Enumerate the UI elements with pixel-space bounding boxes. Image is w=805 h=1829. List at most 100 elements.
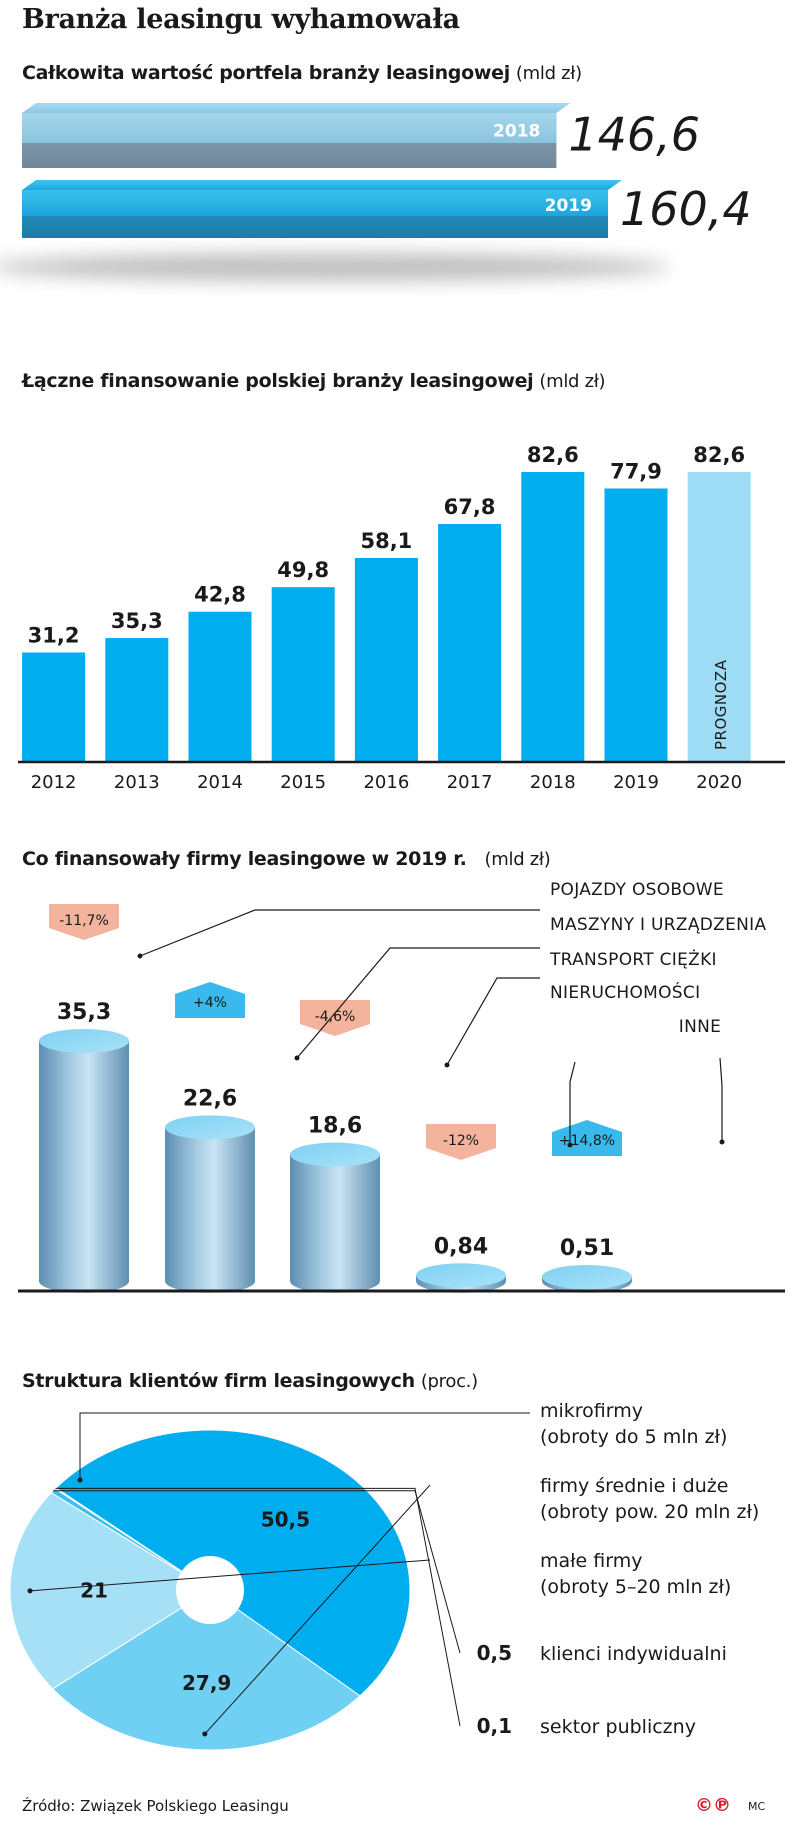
pie-value-3: 21	[80, 1579, 108, 1603]
sectors-title: Co finansowały firmy leasingowe w 2019 r…	[22, 848, 551, 870]
portfolio-chart: 2018 146,6 2019 160,4	[0, 103, 752, 281]
sector-label-3: TRANSPORT CIĘŻKI	[549, 949, 717, 970]
financing-title: Łączne finansowanie polskiej branży leas…	[22, 370, 606, 392]
financing-value-label-2020: 82,6	[693, 443, 745, 467]
pie-leader-3	[29, 1559, 431, 1592]
pie-legend-detail-1: (obroty do 5 mln zł)	[540, 1426, 727, 1448]
sector-change-badge-3	[300, 1000, 370, 1036]
pie-legend-name-4: klienci indywidualni	[540, 1643, 727, 1665]
financing-value-label-2017: 67,8	[444, 495, 496, 519]
sector-leader-dot-1	[137, 953, 143, 959]
sector-label-4: NIERUCHOMOŚCI	[550, 981, 700, 1003]
sector-leader-3	[446, 977, 540, 1066]
clients-unit: (proc.)	[420, 1371, 478, 1392]
financing-year-label-2020: 2020	[696, 772, 742, 793]
financing-year-label-2016: 2016	[363, 772, 409, 793]
clients-title: Struktura klientów firm leasingowych (pro…	[22, 1370, 478, 1392]
source-note: Źródło: Związek Polskiego Leasingu	[22, 1797, 289, 1815]
portfolio-year-label-2018: 2018	[493, 121, 540, 141]
financing-year-label-2015: 2015	[280, 772, 326, 793]
sector-cylinder-1	[39, 1041, 129, 1293]
sector-label-2: MASZYNY I URZĄDZENIA	[550, 915, 766, 935]
pie-leader-dot-3	[27, 1588, 33, 1594]
financing-value-label-2015: 49,8	[277, 558, 329, 582]
sector-leader-dot-5	[719, 1139, 725, 1145]
financing-year-label-2018: 2018	[530, 772, 576, 793]
portfolio-value-label-2019: 160,4	[620, 182, 752, 236]
pie-leader-5	[55, 1487, 461, 1727]
portfolio-title: Całkowita wartość portfela branży leasin…	[22, 62, 582, 84]
sector-value-4: 0,84	[434, 1234, 488, 1259]
pie-leader-1	[79, 1412, 530, 1480]
sector-leader-dot-2	[294, 1055, 300, 1061]
sectors-chart: 35,3 -11,7% POJAZDY OSOBOWE 22,6 +4% MASZYNY …	[18, 880, 785, 1293]
sector-value-2: 22,6	[183, 1086, 237, 1111]
financing-bar-2017	[438, 523, 502, 762]
financing-value-label-2013: 35,3	[111, 609, 163, 633]
sector-cylinder-2	[165, 1127, 255, 1293]
portfolio-value-label-2018: 146,6	[568, 107, 700, 161]
financing-value-label-2018: 82,6	[527, 443, 579, 467]
sector-value-3: 18,6	[308, 1114, 362, 1139]
pie-hole	[176, 1556, 244, 1624]
pie-legend-name-3: małe firmy	[540, 1550, 642, 1572]
pie-legend-name-2: firmy średnie i duże	[540, 1475, 728, 1497]
financing-unit: (mld zł)	[539, 371, 606, 392]
financing-value-label-2014: 42,8	[194, 583, 246, 607]
page-title: Branża leasingu wyhamowała	[22, 4, 460, 35]
sector-label-5: INNE	[679, 1017, 721, 1037]
financing-bar-2018	[521, 472, 585, 762]
pie-legend-name-5: sektor publiczny	[540, 1716, 696, 1738]
sector-label-1: POJAZDY OSOBOWE	[550, 880, 724, 900]
clients-title-text: Struktura klientów firm leasingowych	[22, 1370, 415, 1392]
financing-year-label-2017: 2017	[447, 772, 493, 793]
pie-legend-name-1: mikrofirmy	[540, 1400, 643, 1422]
copyright-logo: ©℗	[695, 1795, 731, 1816]
sector-cylinder-top-2	[165, 1115, 255, 1140]
sector-leader-2	[296, 947, 540, 1059]
sector-value-1: 35,3	[57, 1000, 111, 1025]
financing-bar-2014	[188, 611, 252, 762]
sector-change-badge-4	[426, 1124, 496, 1160]
financing-value-label-2012: 31,2	[28, 623, 80, 647]
financing-value-label-2016: 58,1	[360, 529, 412, 553]
sectors-title-text: Co finansowały firmy leasingowe w 2019 r…	[22, 848, 467, 870]
financing-bar-2019	[604, 488, 668, 762]
sector-cylinder-3	[290, 1154, 380, 1293]
pie-small-value-4: 0,5	[477, 1641, 512, 1665]
pie-slice-2	[51, 1589, 361, 1751]
financing-bar-2020	[687, 472, 751, 762]
sector-leader-1	[139, 909, 540, 957]
sector-leader-dot-4	[567, 1142, 573, 1148]
forecast-label: PROGNOZA	[712, 659, 730, 750]
financing-bar-2015	[271, 587, 335, 762]
pie-slice-1	[55, 1429, 411, 1697]
sector-change-label-4: -12%	[443, 1133, 479, 1149]
financing-bar-2013	[105, 638, 169, 762]
sector-value-5: 0,51	[560, 1236, 614, 1261]
financing-value-label-2019: 77,9	[610, 460, 662, 484]
financing-bar-2012	[22, 652, 86, 762]
portfolio-bar-2018-top	[22, 103, 571, 113]
portfolio-bar-2018-face	[22, 113, 557, 143]
pie-small-value-5: 0,1	[477, 1714, 512, 1738]
portfolio-year-label-2019: 2019	[545, 196, 592, 216]
sector-leader-4	[569, 1061, 576, 1145]
sector-cylinder-top-5	[542, 1265, 632, 1289]
financing-title-text: Łączne finansowanie polskiej branży leas…	[22, 370, 534, 392]
sector-change-badge-2	[175, 982, 245, 1018]
sectors-unit: (mld zł)	[484, 849, 551, 870]
pie-leader-2	[204, 1484, 431, 1735]
financing-bar-2016	[354, 558, 418, 762]
portfolio-bar-2019-top	[22, 180, 622, 190]
financing-chart: 31,2 2012 35,3 2013 42,8 2014 49,8 2015 58,1 2016…	[18, 443, 785, 793]
financing-year-label-2012: 2012	[31, 772, 77, 793]
sector-change-label-5: +14,8%	[559, 1133, 615, 1149]
sector-change-label-2: +4%	[193, 995, 227, 1011]
pie-leader-dot-2	[202, 1731, 208, 1737]
sector-change-label-3: -4,6%	[315, 1009, 356, 1025]
clients-chart: 50,5 27,9 21 mikrofirmy (obroty do 5 mln zł…	[9, 1400, 759, 1751]
sector-leader-5	[719, 1057, 723, 1142]
financing-year-label-2014: 2014	[197, 772, 243, 793]
portfolio-bar-2019-face	[22, 190, 608, 216]
